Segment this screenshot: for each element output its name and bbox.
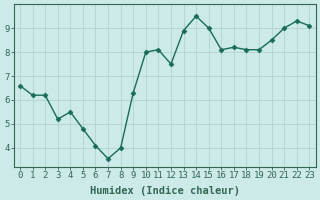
X-axis label: Humidex (Indice chaleur): Humidex (Indice chaleur) xyxy=(90,186,240,196)
